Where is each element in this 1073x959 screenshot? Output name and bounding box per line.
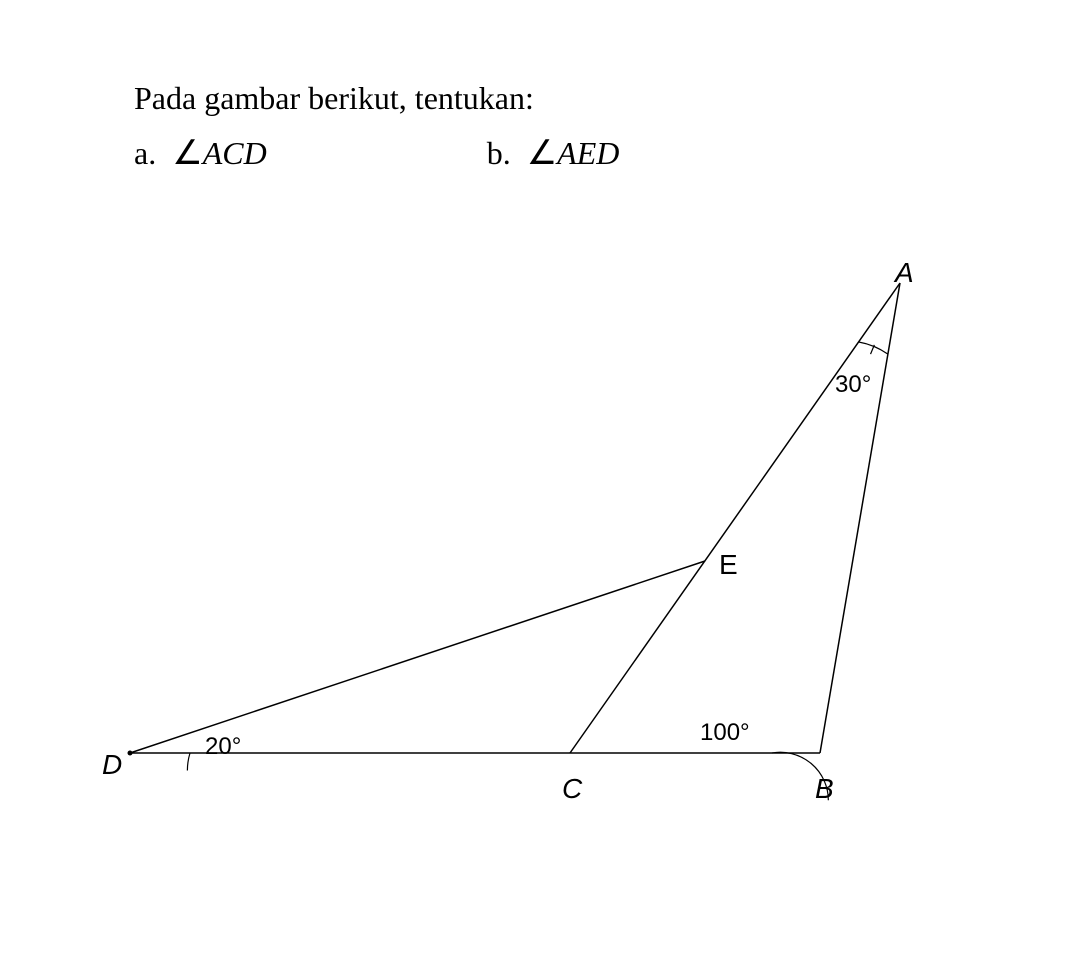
angle-label-D: 20° [205, 733, 241, 761]
part-b-label: b. [487, 135, 511, 172]
edge-D-E [130, 561, 705, 753]
vertex-label-E: E [719, 549, 738, 581]
angle-a: ∠ACD [172, 133, 266, 173]
sub-question-b: b. ∠AED [487, 133, 620, 173]
question-prompt: Pada gambar berikut, tentukan: [134, 80, 973, 117]
sub-question-a: a. ∠ACD [134, 133, 267, 173]
vertex-label-C: C [562, 773, 582, 805]
vertex-label-A: A [895, 257, 914, 289]
edge-B-A [820, 283, 900, 753]
point-D [128, 751, 133, 756]
geometry-diagram: D C B A E 20° 100° 30° [80, 233, 980, 833]
angle-label-A: 30° [835, 371, 871, 399]
vertex-label-D: D [102, 749, 122, 781]
edge-C-A [570, 283, 900, 753]
vertex-label-B: B [815, 773, 834, 805]
part-a-label: a. [134, 135, 156, 172]
angle-b: ∠AED [527, 133, 620, 173]
sub-questions-row: a. ∠ACD b. ∠AED [134, 133, 973, 173]
angle-label-B: 100° [700, 719, 750, 747]
angle-arc-D [187, 753, 190, 771]
